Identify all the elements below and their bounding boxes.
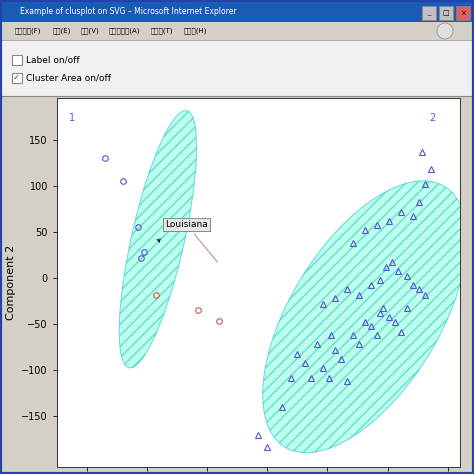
Bar xyxy=(12,73,22,83)
Bar xyxy=(2,40,472,96)
Text: _: _ xyxy=(427,10,431,16)
Ellipse shape xyxy=(263,181,467,453)
Bar xyxy=(456,6,470,20)
Text: 表示(V): 表示(V) xyxy=(81,27,100,34)
Bar xyxy=(12,55,22,65)
Circle shape xyxy=(437,23,453,39)
Text: 1: 1 xyxy=(69,113,75,123)
Text: 編集(E): 編集(E) xyxy=(53,27,71,34)
Text: お気に入り(A): お気に入り(A) xyxy=(109,27,140,34)
Y-axis label: Component 2: Component 2 xyxy=(6,245,16,320)
Text: ヘルプ(H): ヘルプ(H) xyxy=(184,27,207,34)
Text: Cluster Area on/off: Cluster Area on/off xyxy=(26,73,111,82)
Bar xyxy=(422,6,436,20)
Text: ×: × xyxy=(460,10,466,16)
Text: ツール(T): ツール(T) xyxy=(151,27,173,34)
Title: CLUSPLOT( votes.diss ): CLUSPLOT( votes.diss ) xyxy=(170,78,346,92)
Bar xyxy=(2,22,472,40)
Text: ファイル(F): ファイル(F) xyxy=(15,27,42,34)
Ellipse shape xyxy=(119,110,197,368)
Bar xyxy=(2,2,472,22)
Text: 2: 2 xyxy=(430,113,436,123)
Text: ✓: ✓ xyxy=(13,73,20,82)
Text: □: □ xyxy=(443,10,449,16)
Text: Louisiana: Louisiana xyxy=(165,220,218,262)
Bar xyxy=(439,6,453,20)
Text: Label on/off: Label on/off xyxy=(26,55,80,64)
Text: Example of clusplot on SVG – Microsoft Internet Explorer: Example of clusplot on SVG – Microsoft I… xyxy=(20,7,237,16)
